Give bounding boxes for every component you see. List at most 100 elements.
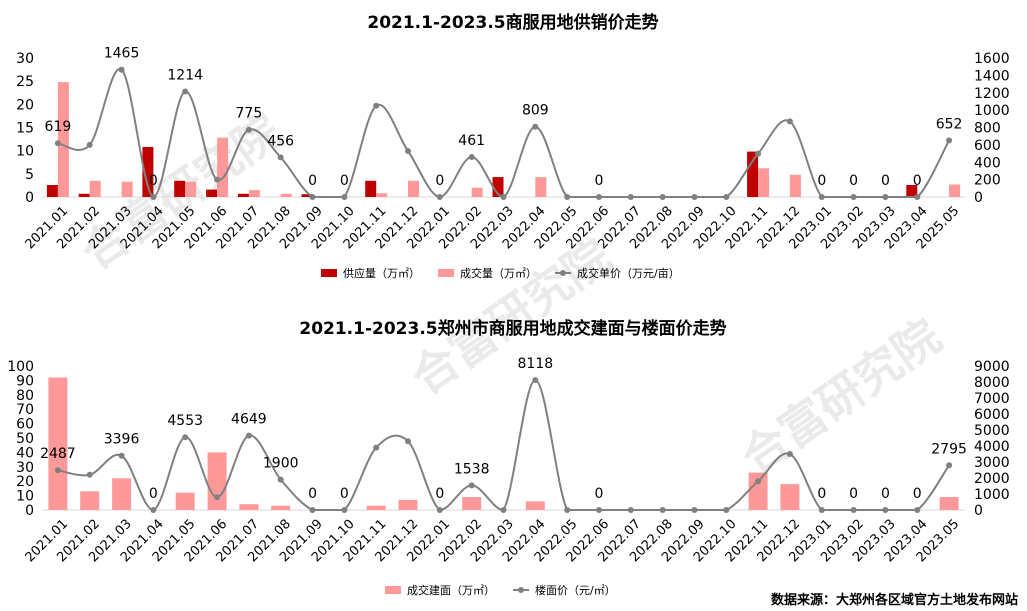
price-point: [627, 507, 634, 513]
y-right-tick-label: 200: [974, 173, 1001, 189]
price-data-label: 2795: [931, 441, 967, 457]
bar-sales: [57, 82, 69, 197]
price-point: [54, 140, 61, 147]
bar-sales: [248, 190, 260, 197]
price-point: [214, 494, 221, 501]
price-data-label: 0: [849, 173, 858, 189]
price-point: [532, 377, 539, 384]
price-data-label: 0: [435, 486, 444, 502]
price-point: [436, 507, 443, 513]
price-point: [86, 471, 93, 478]
y-right-tick-label: 600: [974, 138, 1001, 154]
price-data-label: 619: [45, 119, 72, 135]
price-point: [596, 507, 602, 513]
legend-line-marker: [518, 587, 524, 593]
bar-sales: [207, 452, 227, 510]
bar-sales: [185, 181, 197, 197]
price-data-label: 0: [913, 486, 922, 502]
price-point: [818, 507, 825, 513]
price-point: [405, 148, 411, 154]
bar-sales: [376, 193, 388, 197]
bar-sales: [471, 187, 483, 197]
price-data-label: 0: [881, 486, 890, 502]
price-point: [659, 194, 666, 200]
price-point: [564, 507, 571, 513]
price-data-label: 4649: [231, 412, 267, 428]
price-point: [500, 194, 507, 200]
price-data-label: 0: [308, 486, 317, 502]
price-point: [54, 467, 61, 474]
price-point: [468, 154, 475, 160]
bar-supply: [301, 194, 313, 197]
y-left-tick-label: 20: [16, 474, 34, 490]
price-point: [659, 507, 666, 513]
y-left-tick-label: 90: [16, 373, 34, 389]
price-point: [946, 137, 953, 144]
bar-sales: [271, 505, 291, 510]
bar-sales: [366, 505, 386, 510]
y-left-tick-label: 30: [16, 51, 34, 67]
legend-label: 成交量（万㎡）: [460, 266, 537, 280]
price-data-label: 456: [267, 133, 294, 149]
bar-supply: [78, 193, 90, 197]
price-data-label: 4553: [167, 413, 203, 429]
watermark-text: 合富研究院: [401, 229, 620, 405]
price-point: [723, 507, 730, 513]
price-point: [946, 462, 953, 469]
price-point: [786, 451, 793, 457]
price-point: [245, 126, 252, 133]
legend-swatch: [438, 269, 454, 277]
price-point: [405, 438, 411, 445]
y-left-tick-label: 70: [16, 402, 34, 418]
chart-title: 2021.1-2023.5商服用地供销价走势: [367, 12, 658, 33]
price-point: [214, 176, 221, 183]
legend-label: 供应量（万㎡）: [343, 266, 420, 280]
y-right-tick-label: 1200: [974, 86, 1010, 102]
bar-supply: [206, 189, 218, 197]
price-point: [150, 507, 157, 513]
y-right-tick-label: 1000: [974, 487, 1010, 503]
price-point: [118, 452, 125, 459]
y-right-tick-label: 3000: [974, 455, 1010, 471]
y-left-tick-label: 10: [16, 489, 34, 505]
price-point: [309, 194, 316, 200]
bar-supply: [492, 177, 504, 197]
y-right-tick-label: 4000: [974, 439, 1010, 455]
bar-sales: [239, 504, 259, 510]
price-point: [277, 154, 284, 161]
y-left-tick-label: 100: [7, 359, 34, 375]
price-data-label: 0: [595, 486, 604, 502]
y-right-tick-label: 1600: [974, 51, 1010, 67]
price-point: [182, 434, 189, 441]
price-data-label: 8118: [518, 356, 554, 372]
bar-supply: [906, 185, 918, 197]
y-right-tick-label: 9000: [974, 359, 1010, 375]
price-data-label: 1214: [167, 68, 203, 84]
price-point: [468, 482, 475, 489]
legend-label: 成交建面（万㎡）: [407, 583, 495, 597]
bar-sales: [789, 174, 801, 197]
bar-sales: [112, 478, 132, 510]
y-left-tick-label: 25: [16, 74, 34, 90]
y-left-tick-label: 20: [16, 97, 34, 113]
price-data-label: 652: [936, 116, 963, 132]
price-point: [277, 476, 284, 483]
price-data-label: 1538: [454, 461, 490, 477]
price-point: [596, 194, 602, 200]
price-data-label: 0: [595, 173, 604, 189]
price-point: [341, 194, 348, 200]
price-data-label: 2487: [40, 446, 76, 462]
bar-sales: [408, 180, 419, 197]
bar-supply: [747, 151, 759, 197]
price-point: [627, 194, 634, 200]
bar-sales: [525, 501, 545, 510]
price-point: [341, 507, 348, 513]
price-data-label: 0: [340, 486, 349, 502]
price-point: [436, 194, 443, 200]
price-point: [691, 507, 698, 513]
price-point: [755, 150, 762, 157]
price-data-label: 775: [236, 106, 263, 122]
bar-supply: [174, 180, 186, 197]
price-data-label: 3396: [104, 432, 140, 448]
legend-line-marker: [560, 270, 566, 276]
